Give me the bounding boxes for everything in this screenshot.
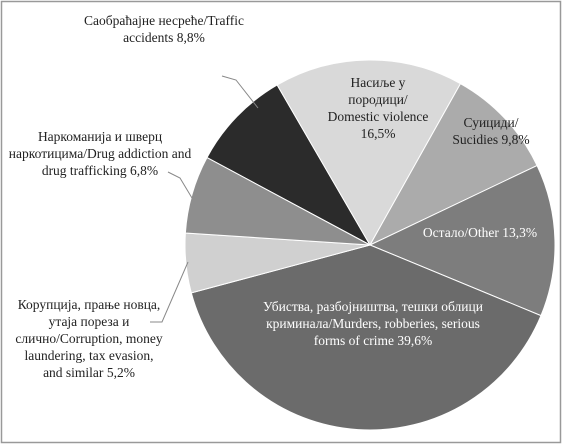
value-label: 6,8% xyxy=(130,163,159,178)
leader-line xyxy=(167,171,193,199)
slice-label: Остало/Other 13,3% xyxy=(405,224,555,241)
category-label: Саобраћајне несреће/Traffic accidents xyxy=(84,13,244,45)
category-label: Корупција, прање новца, утаја пореза и с… xyxy=(15,297,163,380)
value-label: 13,3% xyxy=(502,225,538,240)
leader-line xyxy=(150,261,189,323)
value-label: 5,2% xyxy=(106,365,135,380)
slices xyxy=(184,59,556,431)
pie-slice xyxy=(190,244,542,431)
category-label: Суициди/ Sucidies xyxy=(452,115,519,147)
value-label: 8,8% xyxy=(176,30,205,45)
pie-slice xyxy=(184,156,371,246)
slice-label: Убиства, разбојништва, тешки облици крим… xyxy=(258,298,488,349)
slice-label: Саобраћајне несреће/Traffic accidents 8,… xyxy=(78,12,250,46)
category-label: Наркоманија и шверц наркотицима/Drug add… xyxy=(8,129,192,178)
category-label: Убиства, разбојништва, тешки облици крим… xyxy=(263,299,483,348)
pie-slice xyxy=(368,82,538,247)
category-label: Остало/Other xyxy=(422,225,499,240)
pie-slice xyxy=(368,164,556,317)
slice-label: Корупција, прање новца, утаја пореза и с… xyxy=(14,296,164,381)
leader-line xyxy=(221,75,259,109)
slice-label: Наркоманија и шверц наркотицима/Drug add… xyxy=(4,128,196,179)
category-label: Насиље у породици/ Domestic violence xyxy=(327,75,429,124)
slice-label: Суициди/ Sucidies 9,8% xyxy=(450,114,532,148)
pie-slice xyxy=(276,59,462,247)
value-label: 39,6% xyxy=(397,333,433,348)
value-label: 9,8% xyxy=(501,132,530,147)
value-label: 16,5% xyxy=(360,126,396,141)
slice-label: Насиље у породици/ Domestic violence 16,… xyxy=(322,74,434,142)
pie-slice xyxy=(206,84,372,247)
